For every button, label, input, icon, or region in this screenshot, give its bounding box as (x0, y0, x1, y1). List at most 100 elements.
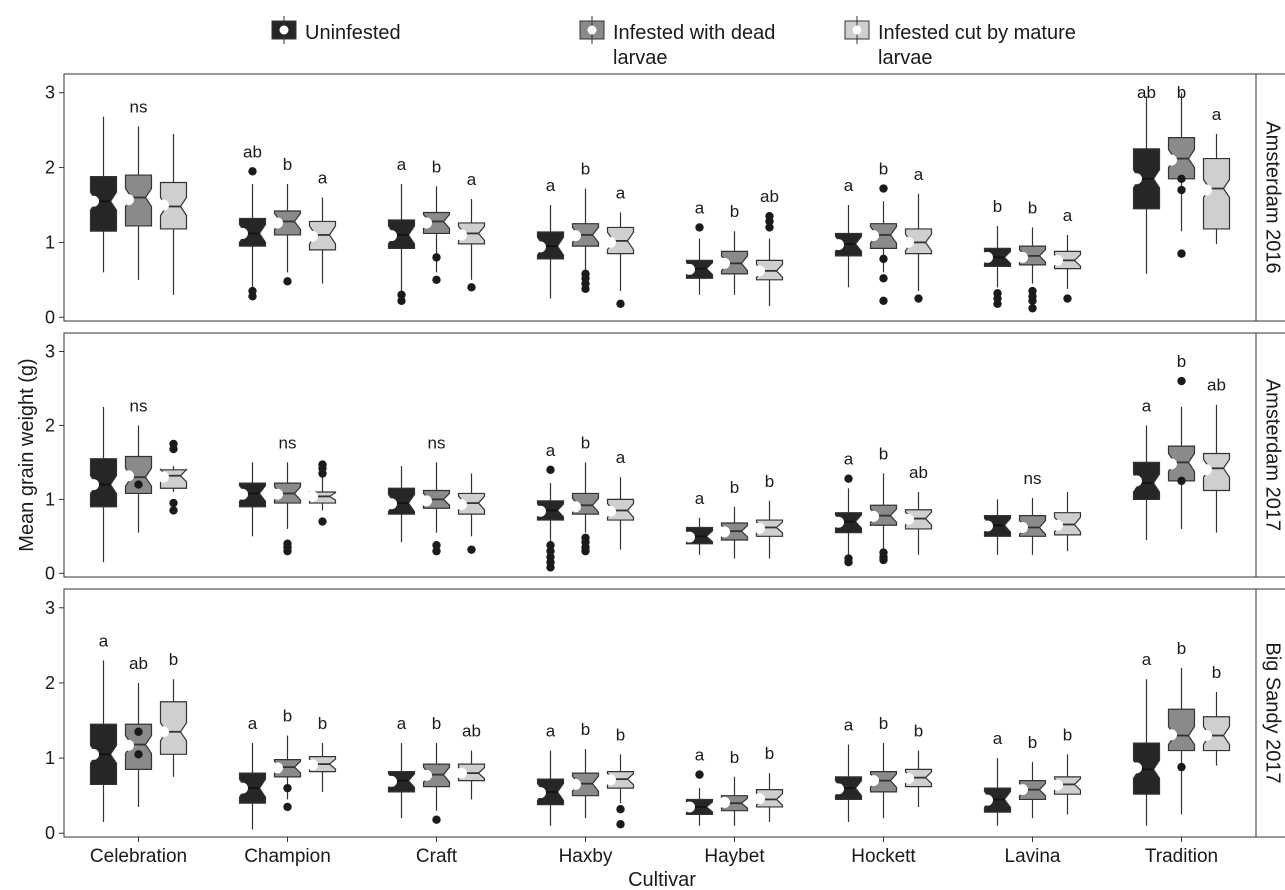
significance-letter: a (546, 441, 556, 460)
significance-letter: b (283, 155, 292, 174)
y-tick-label: 0 (45, 823, 55, 843)
x-axis: Celebration Champion Craft Haxby Haybet Hocke… (90, 837, 1218, 867)
mean-point (982, 251, 993, 263)
x-tick-label: Hockett (851, 846, 916, 867)
outlier-point (546, 465, 555, 474)
box: b (570, 720, 600, 819)
mean-point (158, 471, 169, 483)
box: ab (1201, 376, 1231, 533)
outlier-point (546, 552, 555, 562)
outlier-point (914, 294, 923, 303)
significance-letter: ns (130, 396, 148, 415)
panel-strip (1255, 588, 1285, 838)
box: b (421, 714, 451, 824)
mean-point (1201, 184, 1212, 196)
outlier-point (318, 517, 327, 526)
y-tick-label: 1 (45, 232, 55, 252)
panel-strip-label: Amsterdam 2016 (1262, 121, 1284, 273)
mean-point (456, 229, 467, 241)
significance-letter: b (993, 197, 1002, 216)
box: a (237, 714, 267, 830)
significance-letter: ab (243, 142, 262, 161)
box: b (982, 197, 1012, 308)
mean-point (1017, 251, 1028, 263)
significance-letter: a (695, 489, 705, 508)
cultivar-group: ns (237, 433, 337, 556)
box: b (158, 650, 188, 777)
significance-letter: b (730, 478, 739, 497)
mean-point (1131, 173, 1142, 185)
outlier-point (134, 727, 143, 736)
outlier-point (879, 254, 888, 264)
box: a (386, 714, 416, 819)
significance-letter: b (1177, 639, 1186, 658)
significance-letter: a (616, 448, 626, 467)
mean-point (535, 787, 546, 799)
box (307, 460, 337, 526)
outlier-point (432, 275, 441, 285)
box (1052, 491, 1082, 552)
outlier-point (467, 283, 476, 292)
mean-point (307, 759, 318, 771)
mean-point (833, 783, 844, 795)
box: a (684, 746, 714, 826)
mean-point (982, 520, 993, 532)
outlier-point (616, 299, 625, 308)
mean-point (1166, 458, 1177, 470)
significance-letter: a (546, 176, 556, 195)
mean-point (123, 194, 134, 206)
significance-letter: a (248, 714, 258, 733)
significance-letter: ab (760, 187, 779, 206)
significance-letter: b (730, 202, 739, 221)
box: b (754, 744, 784, 822)
outlier-point (169, 439, 178, 449)
significance-letter: a (1142, 396, 1152, 415)
mean-point (237, 782, 248, 794)
y-tick-label: 0 (45, 563, 55, 583)
cultivar-group: aba (535, 160, 635, 308)
outlier-point (695, 770, 704, 779)
box: b (868, 444, 898, 565)
outlier-point (844, 474, 853, 483)
box: b (307, 714, 337, 792)
box: b (272, 155, 302, 286)
box: b (903, 722, 933, 807)
box: a (982, 729, 1012, 826)
panel-strip-label: Big Sandy 2017 (1262, 642, 1284, 783)
significance-letter: b (914, 722, 923, 741)
mean-point (307, 490, 318, 502)
outlier-point (879, 548, 888, 557)
box (982, 499, 1012, 555)
outlier-point (318, 460, 327, 469)
outlier-point (879, 184, 888, 193)
x-tick-label: Haxby (559, 846, 613, 867)
outlier-point (169, 498, 178, 508)
significance-letter: a (467, 170, 477, 189)
significance-letter: a (844, 716, 854, 735)
box: ab (1131, 83, 1161, 274)
box: b (272, 707, 302, 812)
mean-point (1166, 729, 1177, 741)
box: b (868, 160, 898, 305)
mean-point (1017, 784, 1028, 796)
outlier-point (169, 506, 178, 515)
mean-point (88, 748, 99, 760)
mean-point (719, 257, 730, 269)
mean-point (684, 801, 695, 813)
outlier-point (1063, 294, 1072, 303)
significance-letter: a (695, 198, 705, 217)
outlier-point (283, 539, 292, 548)
significance-letter: b (1063, 725, 1072, 744)
outlier-point (695, 223, 704, 232)
box: a (833, 450, 863, 567)
mean-point (868, 510, 879, 522)
legend-item: Uninfested (271, 16, 401, 44)
box: ns (1017, 469, 1047, 555)
